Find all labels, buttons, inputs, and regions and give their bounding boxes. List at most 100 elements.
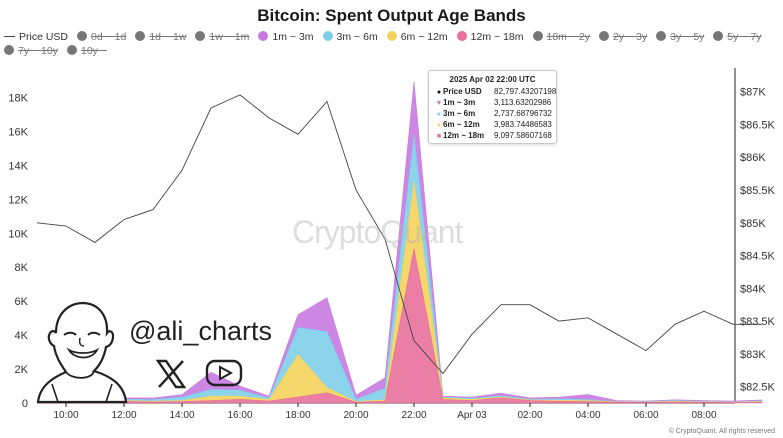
y-left-tick-label: 2K xyxy=(15,364,29,376)
legend-swatch xyxy=(67,45,77,55)
legend-item-0d-1d[interactable]: 0d ~ 1d xyxy=(77,30,126,44)
y-right-tick-label: $83K xyxy=(740,349,766,361)
tooltip-row: ● 3m ~ 6m 2,737.68796732 xyxy=(429,108,556,119)
tooltip-marker: ▼ xyxy=(435,100,443,107)
y-left-tick-label: 14K xyxy=(8,160,28,172)
y-left-tick-label: 16K xyxy=(8,126,28,138)
legend-item-10y-[interactable]: 10y ~ xyxy=(67,44,107,58)
legend-swatch xyxy=(456,31,467,41)
legend-swatch xyxy=(77,31,88,41)
tooltip-series-value: 3,113.63202986 xyxy=(494,98,552,107)
tooltip-row: ● Price USD 82,797.43207198 xyxy=(429,86,556,97)
tooltip-series-name: 1m ~ 3m xyxy=(443,98,476,107)
y-right-tick-label: $85K xyxy=(740,218,766,230)
avatar-illustration xyxy=(36,301,128,404)
tooltip-series-name: 3m ~ 6m xyxy=(443,109,476,118)
legend-item-1m-3m[interactable]: 1m ~ 3m xyxy=(258,30,314,44)
legend-swatch xyxy=(258,31,269,41)
hover-tooltip: 2025 Apr 02 22:00 UTC ● Price USD 82,797.4… xyxy=(428,70,557,144)
legend-item-3y-5y[interactable]: 3y ~ 5y xyxy=(656,30,704,44)
legend-label: 0d ~ 1d xyxy=(91,31,127,43)
tooltip-series-value: 9,097.58607168 xyxy=(494,131,552,140)
y-left-tick-label: 12K xyxy=(8,194,28,206)
legend-item-12m-18m[interactable]: 12m ~ 18m xyxy=(456,30,524,44)
tooltip-title: 2025 Apr 02 22:00 UTC xyxy=(449,75,536,84)
legend-label: 2y ~ 3y xyxy=(612,31,648,43)
tooltip-series-name: 6m ~ 12m xyxy=(443,120,480,129)
legend-label: 3y ~ 5y xyxy=(670,31,705,43)
y-right-tick-label: $83.5K xyxy=(740,316,776,328)
x-tick-label: 10:00 xyxy=(53,410,78,421)
legend-swatch xyxy=(135,31,146,41)
legend-label: 1d ~ 1w xyxy=(149,31,187,43)
tooltip-row: ● 6m ~ 12m 3,983.74486583 xyxy=(429,119,556,130)
tooltip-marker: ● xyxy=(436,122,442,129)
legend-label: 18m ~ 2y xyxy=(546,31,590,43)
legend-swatch xyxy=(4,45,14,55)
legend-item-2y-3y[interactable]: 2y ~ 3y xyxy=(598,30,648,44)
y-left-tick-label: 4K xyxy=(15,330,29,342)
legend-swatch xyxy=(322,31,333,41)
x-tick-label: 18:00 xyxy=(285,410,310,421)
legend-swatch xyxy=(656,31,667,41)
legend-label: Price USD xyxy=(19,31,69,43)
tooltip-series-name: 12m ~ 18m xyxy=(443,131,485,140)
legend-item-18m-2y[interactable]: 18m ~ 2y xyxy=(532,30,590,44)
price-line xyxy=(36,94,762,375)
x-tick-label: Apr 03 xyxy=(457,410,487,421)
tooltip-marker: ● xyxy=(436,89,442,96)
legend-item-3m-6m[interactable]: 3m ~ 6m xyxy=(322,30,378,44)
x-tick-label: 04:00 xyxy=(575,410,600,421)
legend-swatch xyxy=(4,36,15,37)
y-right-tick-label: $87K xyxy=(740,87,766,99)
x-tick-label: 16:00 xyxy=(227,410,252,421)
y-left-tick-label: 0 xyxy=(22,398,28,410)
x-tick-label: 20:00 xyxy=(343,410,368,421)
y-right-tick-label: $85.5K xyxy=(740,185,776,197)
legend-label: 3m ~ 6m xyxy=(336,31,378,43)
legend-item-1w-1m[interactable]: 1w ~ 1m xyxy=(195,30,249,44)
legend-label: 7y ~ 10y xyxy=(18,45,58,57)
watermark: CryptoQuant xyxy=(292,214,463,250)
legend-item-1d-1w[interactable]: 1d ~ 1w xyxy=(135,30,186,44)
tooltip-series-value: 82,797.43207198 xyxy=(494,87,557,96)
tooltip-series-name: Price USD xyxy=(443,87,482,96)
tooltip-row: ▼1m ~ 3m 3,113.63202986 xyxy=(429,97,556,108)
youtube-icon xyxy=(205,359,243,387)
x-tick-label: 02:00 xyxy=(517,410,542,421)
y-left-tick-label: 18K xyxy=(8,92,28,104)
legend-label: 1m ~ 3m xyxy=(272,31,314,43)
tooltip-series-value: 3,983.74486583 xyxy=(494,120,552,129)
copyright-notice: © CryptoQuant. All rights reserved xyxy=(668,428,775,435)
legend-swatch xyxy=(713,31,724,41)
tooltip-marker: ■ xyxy=(436,133,442,140)
x-tick-label: 14:00 xyxy=(169,410,194,421)
y-right-tick-label: $86K xyxy=(740,152,766,164)
chart-legend: Price USD 0d ~ 1d 1d ~ 1w 1w ~ 1m 1m ~ 3m 3m … xyxy=(4,30,779,58)
legend-label: 1w ~ 1m xyxy=(209,31,250,43)
legend-item-6m-12m[interactable]: 6m ~ 12m xyxy=(386,30,448,44)
x-tick-label: 12:00 xyxy=(111,410,136,421)
legend-label: 12m ~ 18m xyxy=(470,31,524,43)
legend-item-7y-10y[interactable]: 7y ~ 10y xyxy=(4,44,58,58)
y-left-tick-label: 6K xyxy=(15,296,29,308)
legend-swatch xyxy=(195,31,206,41)
y-left-tick-label: 10K xyxy=(8,228,28,240)
tooltip-series-value: 2,737.68796732 xyxy=(494,109,552,118)
x-tick-label: 06:00 xyxy=(633,410,658,421)
legend-item-priceusd[interactable]: Price USD xyxy=(4,30,68,44)
tooltip-marker: ● xyxy=(436,111,442,118)
legend-item-5y-7y[interactable]: 5y ~ 7y xyxy=(713,30,761,44)
y-right-tick-label: $84K xyxy=(740,283,766,295)
x-tick-label: 08:00 xyxy=(691,410,716,421)
x-logo-icon xyxy=(155,359,187,389)
legend-label: 5y ~ 7y xyxy=(727,31,762,43)
y-right-tick-label: $82.5K xyxy=(740,382,776,394)
area-series-12m-18m xyxy=(36,248,763,404)
legend-label: 10y ~ xyxy=(81,45,107,57)
legend-swatch xyxy=(386,31,397,41)
author-handle: @ali_charts xyxy=(129,316,272,346)
y-right-tick-label: $84.5K xyxy=(740,251,776,263)
y-left-tick-label: 8K xyxy=(15,262,29,274)
